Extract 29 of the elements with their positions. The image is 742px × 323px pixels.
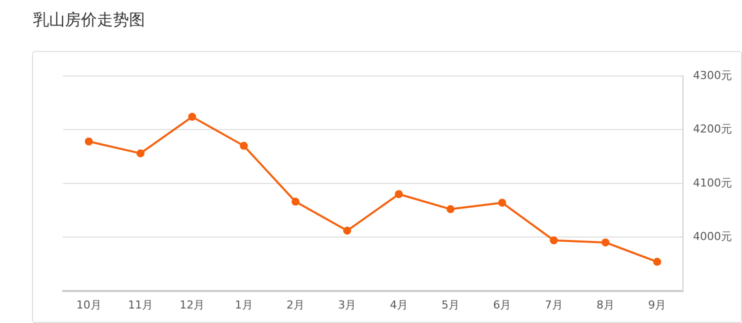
point: [446, 205, 455, 214]
x-tick-label: 6月: [493, 298, 512, 312]
point: [188, 112, 196, 121]
point: [653, 258, 662, 266]
x-tick-label: 8月: [596, 298, 615, 312]
x-tick-label: 4月: [390, 298, 408, 312]
point: [292, 198, 300, 206]
y-tick-label: 4100元: [693, 176, 732, 190]
y-tick-label: 4200元: [693, 122, 732, 136]
point: [394, 190, 403, 198]
x-tick-label: 2月: [286, 298, 304, 312]
point: [550, 236, 558, 244]
x-tick-label: 7月: [544, 298, 563, 312]
point: [84, 138, 93, 146]
x-tick-label: 11月: [128, 298, 153, 312]
x-tick-label: 1月: [234, 298, 253, 312]
point: [498, 198, 506, 207]
x-tick-label: 3月: [338, 298, 356, 312]
x-tick-label: 12月: [180, 298, 205, 312]
point: [343, 226, 352, 235]
point: [602, 238, 610, 246]
x-tick-label: 5月: [442, 298, 460, 312]
x-tick-label: 9月: [648, 298, 666, 312]
point: [136, 149, 144, 158]
y-tick-label: 4000元: [693, 230, 732, 243]
y-tick-label: 4300元: [693, 68, 732, 82]
chart-title: 乳山房价走势图: [33, 10, 145, 31]
point: [240, 142, 248, 150]
x-tick-label: 10月: [76, 298, 102, 312]
